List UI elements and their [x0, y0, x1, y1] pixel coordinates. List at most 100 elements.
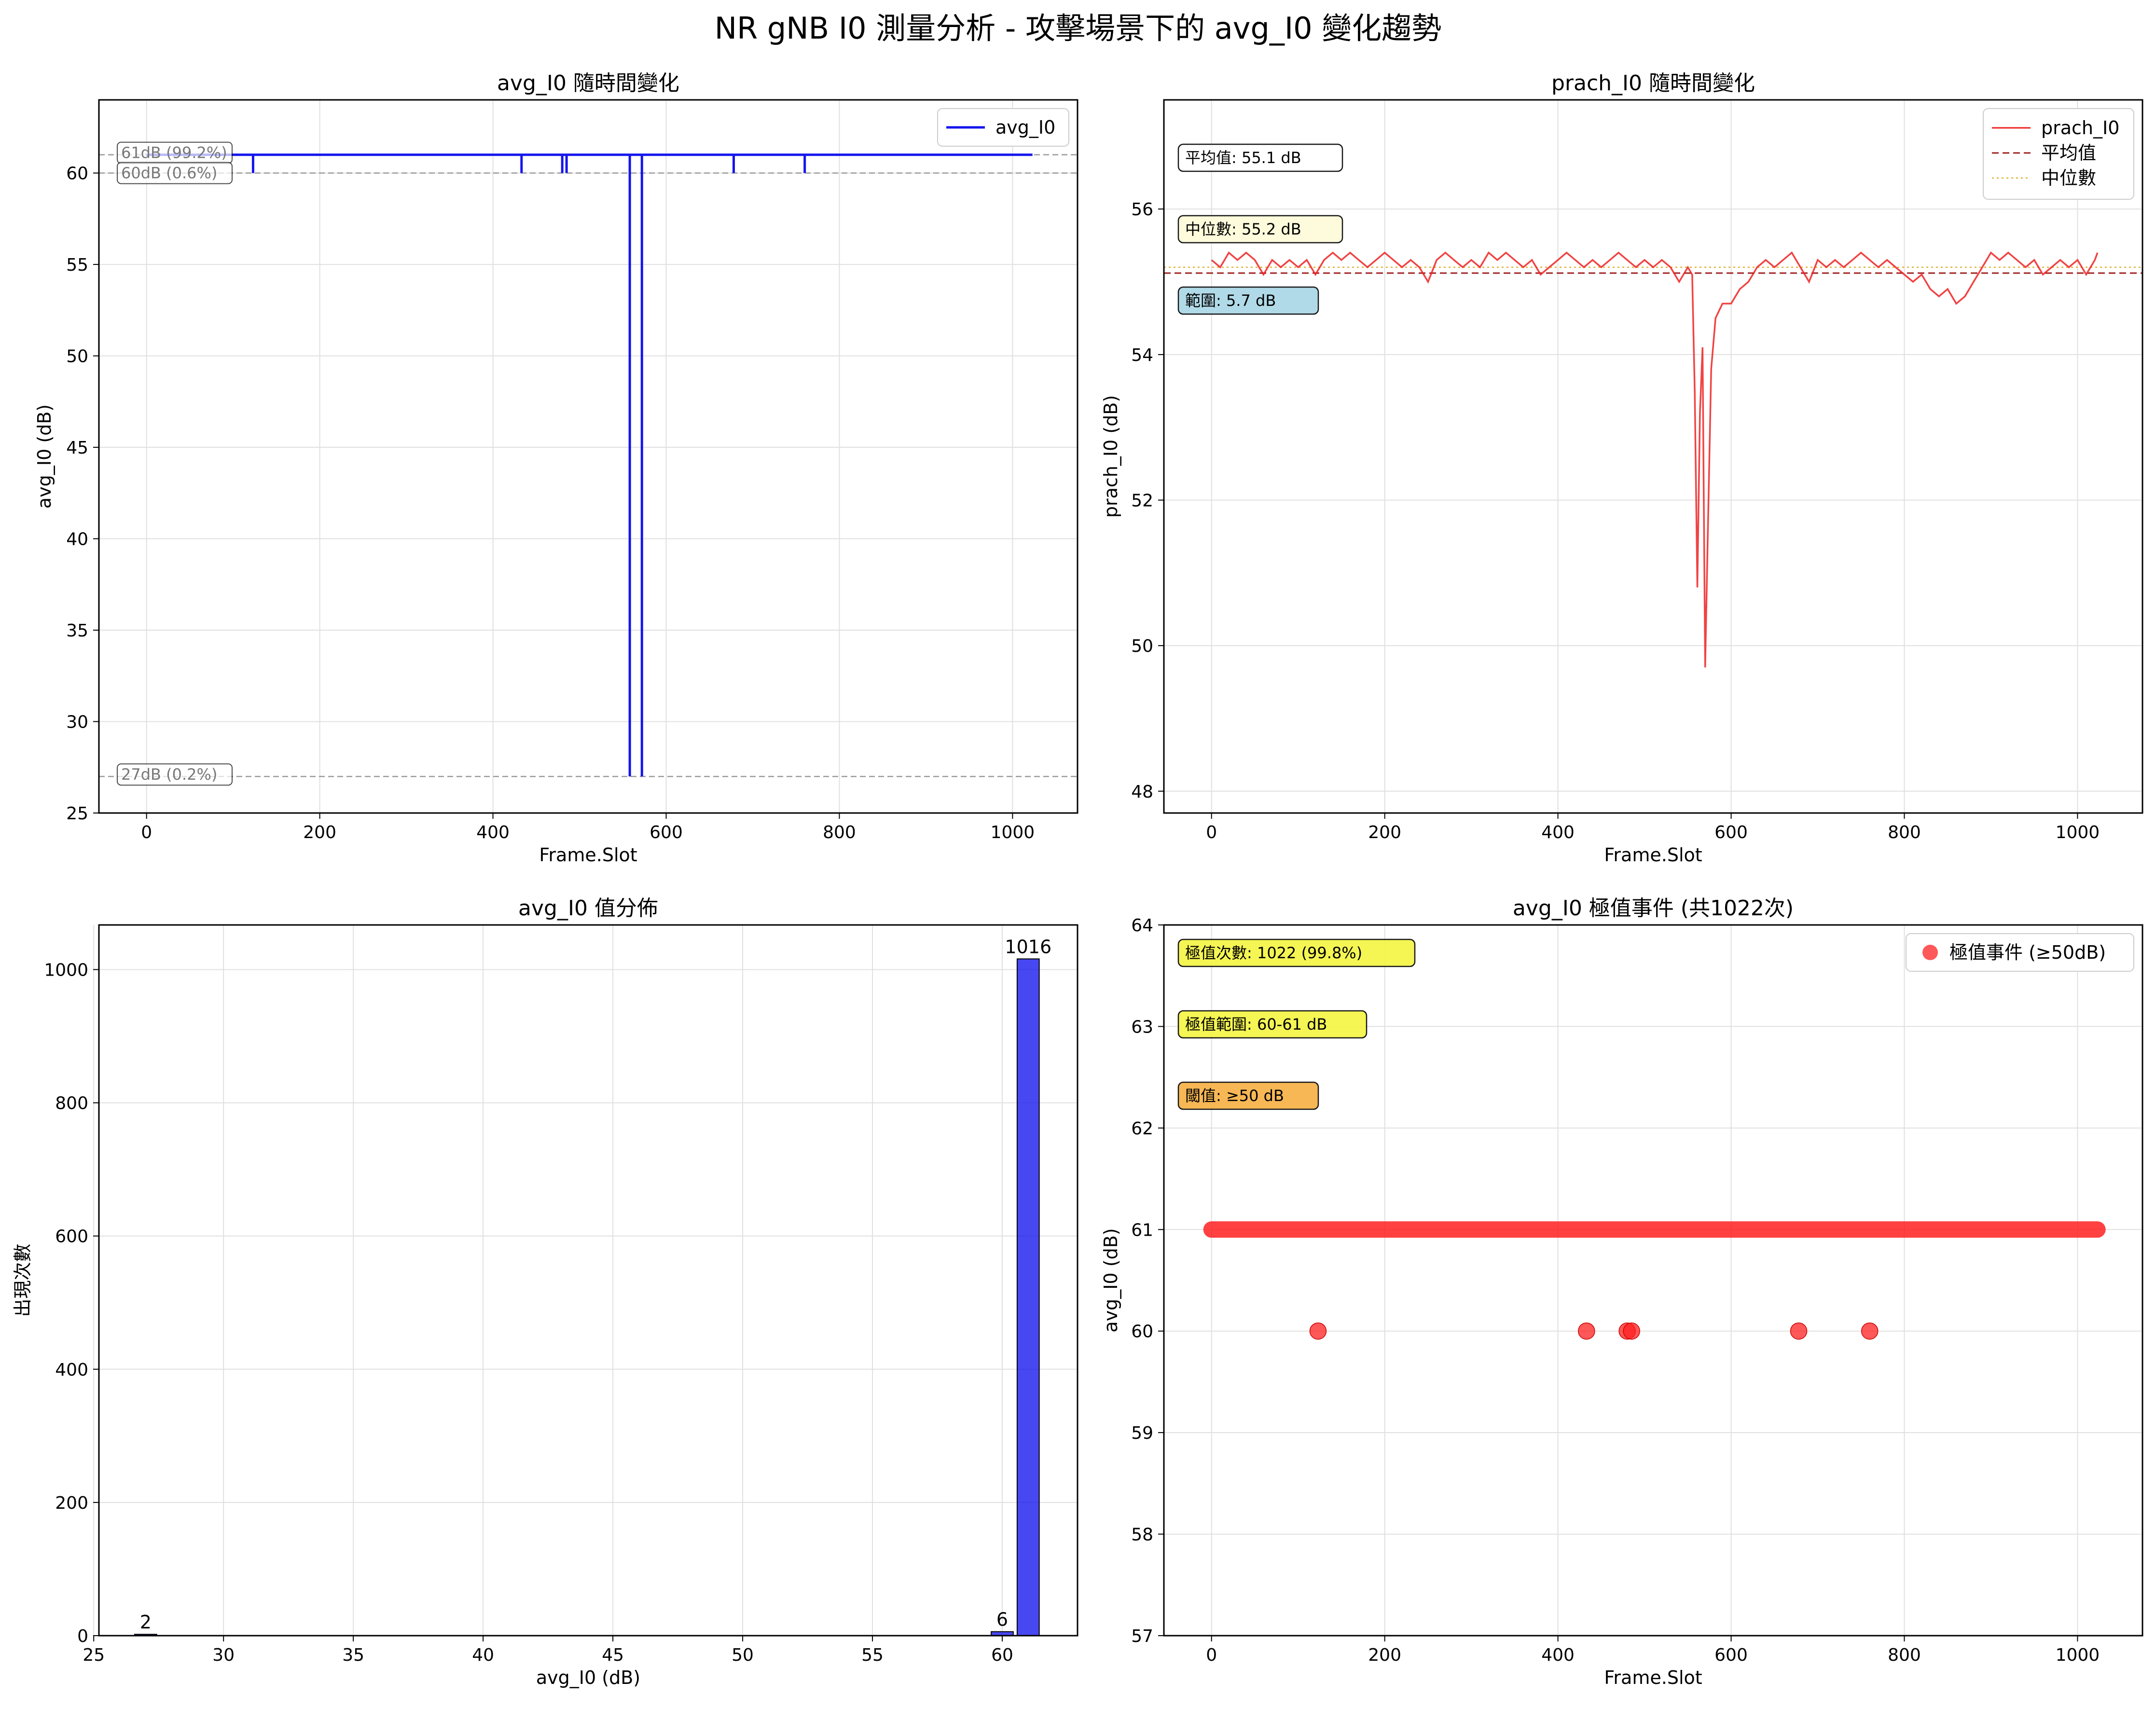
bar-value-label: 2 — [140, 1612, 152, 1633]
plot-area: 2 6 1016 — [134, 936, 1051, 1637]
y-tick-label: 25 — [66, 804, 88, 824]
legend-entry: 平均值 — [2041, 142, 2096, 164]
y-tick-label: 50 — [1131, 636, 1153, 656]
legend: avg_I0 — [937, 108, 1069, 147]
x-tick-label: 400 — [476, 823, 510, 842]
y-tick-label: 58 — [1131, 1525, 1153, 1545]
y-tick-label: 55 — [66, 255, 88, 275]
y-tick-label: 35 — [66, 621, 88, 641]
panel-title: avg_I0 隨時間變化 — [497, 71, 679, 96]
x-tick-label: 600 — [1714, 823, 1748, 842]
y-tick-label: 60 — [66, 164, 88, 184]
plot-area: 平均值: 55.1 dB 中位數: 55.2 dB 範圍: 5.7 dB — [1164, 143, 2142, 668]
legend-entry: prach_I0 — [2041, 117, 2119, 138]
y-tick-label: 63 — [1131, 1017, 1153, 1037]
y-tick-label: 48 — [1131, 782, 1153, 802]
extreme-event-point — [1623, 1322, 1640, 1340]
x-tick-label: 400 — [1541, 823, 1575, 842]
x-axis-label: Frame.Slot — [1604, 1667, 1702, 1688]
x-tick-label: 1000 — [991, 823, 1035, 842]
x-tick-label: 1000 — [2056, 1645, 2100, 1665]
event-annotation-box — [1177, 938, 1416, 967]
legend-box — [937, 108, 1069, 147]
stat-annotation-box — [1177, 286, 1319, 315]
x-tick-label: 0 — [141, 823, 152, 842]
y-axis-label: 出現次數 — [12, 1243, 33, 1317]
panel-title: prach_I0 隨時間變化 — [1551, 71, 1755, 96]
y-tick-label: 800 — [55, 1094, 88, 1114]
event-annotation: 極值次數: 1022 (99.8%) — [1185, 944, 1362, 962]
event-annotation-box — [1177, 1010, 1368, 1039]
legend-entry: avg_I0 — [995, 117, 1055, 138]
x-tick-label: 50 — [732, 1645, 754, 1665]
extreme-event-point — [1578, 1322, 1595, 1340]
stat-annotation: 中位數: 55.2 dB — [1185, 220, 1301, 238]
stat-annotation-box — [1177, 143, 1343, 172]
x-tick-label: 25 — [83, 1645, 105, 1665]
x-tick-label: 30 — [212, 1645, 235, 1665]
y-tick-label: 1000 — [44, 960, 88, 980]
x-tick-label: 800 — [823, 823, 856, 842]
legend: 極值事件 (≥50dB) — [1906, 933, 2134, 972]
panel-title: avg_I0 極值事件 (共1022次) — [1513, 896, 1794, 921]
legend-box — [1983, 108, 2134, 200]
event-annotation-box — [1177, 1081, 1319, 1110]
x-tick-label: 40 — [472, 1645, 494, 1665]
x-axis-label: avg_I0 (dB) — [536, 1667, 640, 1688]
y-tick-label: 52 — [1131, 491, 1153, 510]
bar-value-label: 6 — [996, 1609, 1008, 1630]
x-tick-label: 600 — [1714, 1645, 1748, 1665]
panel-p2: 0 200 400 600 800 1000 48 50 52 54 56 prach_I0 隨時間變… — [1100, 71, 2143, 866]
event-annotation: 極值範圍: 60-61 dB — [1185, 1015, 1327, 1034]
x-tick-label: 200 — [1368, 823, 1401, 842]
reference-label-box — [117, 763, 233, 786]
y-tick-label: 54 — [1131, 345, 1153, 365]
x-tick-label: 800 — [1888, 823, 1921, 842]
plot-area: 61dB (99.2%) 60dB (0.6%) 27dB (0.2%) — [99, 141, 1078, 786]
y-tick-label: 61 — [1131, 1220, 1153, 1240]
legend-marker-swatch — [1922, 945, 1938, 960]
extreme-event-point — [1790, 1322, 1808, 1340]
y-tick-label: 400 — [55, 1360, 88, 1380]
x-tick-label: 200 — [1368, 1645, 1401, 1665]
y-tick-label: 45 — [66, 438, 88, 458]
x-tick-label: 0 — [1206, 823, 1217, 842]
y-axis-label: prach_I0 (dB) — [1100, 395, 1121, 518]
stat-annotation-box — [1177, 215, 1343, 244]
x-tick-label: 35 — [342, 1645, 364, 1665]
axes-frame — [98, 924, 1078, 1637]
x-tick-label: 800 — [1888, 1645, 1921, 1665]
extreme-event-point — [1309, 1322, 1327, 1340]
legend-entry: 中位數 — [2041, 167, 2096, 189]
stat-annotation: 範圍: 5.7 dB — [1185, 291, 1276, 310]
event-annotation: 閾值: ≥50 dB — [1185, 1087, 1284, 1105]
extreme-event-point — [1861, 1322, 1879, 1340]
x-axis-label: Frame.Slot — [539, 844, 637, 866]
panel-title: avg_I0 值分佈 — [518, 896, 658, 921]
x-tick-label: 600 — [650, 823, 683, 842]
legend-box — [1906, 933, 2134, 972]
y-axis-label: avg_I0 (dB) — [1100, 1228, 1121, 1332]
y-tick-label: 30 — [66, 713, 88, 732]
y-tick-label: 64 — [1131, 916, 1153, 936]
x-axis-label: Frame.Slot — [1604, 844, 1702, 866]
x-tick-label: 55 — [861, 1645, 884, 1665]
x-tick-label: 200 — [303, 823, 336, 842]
panel-p1: 0 200 400 600 800 1000 25 30 35 40 45 50 55 60 avg_I0 … — [34, 71, 1078, 866]
y-tick-label: 60 — [1131, 1322, 1153, 1342]
reference-label: 60dB (0.6%) — [121, 164, 217, 182]
y-tick-label: 0 — [77, 1626, 88, 1646]
y-tick-label: 57 — [1131, 1626, 1153, 1646]
axes-frame — [98, 99, 1078, 814]
x-tick-label: 400 — [1541, 1645, 1575, 1665]
x-tick-label: 0 — [1206, 1645, 1217, 1665]
reference-label: 27dB (0.2%) — [121, 765, 217, 784]
axes-frame — [1163, 924, 2143, 1637]
reference-label: 61dB (99.2%) — [121, 144, 227, 162]
prach-i0-line — [1211, 251, 2099, 668]
y-tick-label: 50 — [66, 347, 88, 367]
plot-area: 極值次數: 1022 (99.8%) 極值範圍: 60-61 dB 閾值: ≥50 … — [1177, 938, 2106, 1340]
